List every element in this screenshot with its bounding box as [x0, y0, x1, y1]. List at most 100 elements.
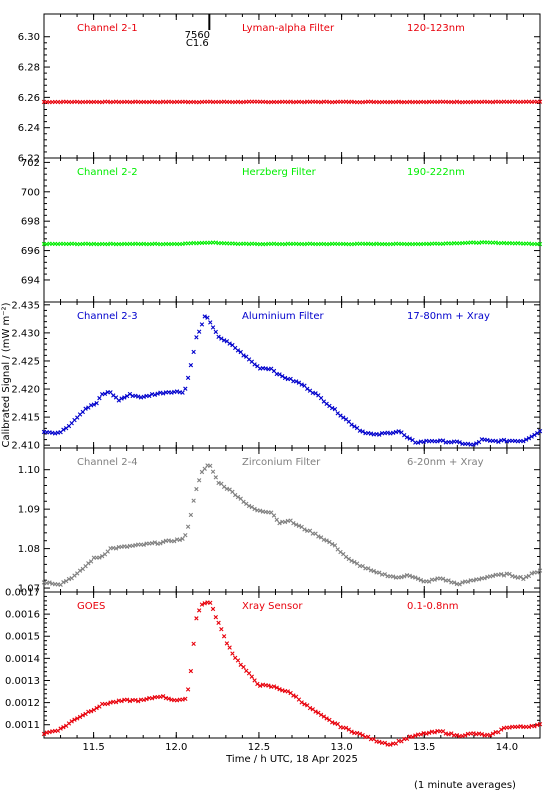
data-point [535, 430, 540, 436]
x-tick-label: 11.5 [82, 742, 104, 753]
data-point [482, 575, 487, 581]
footnote: (1 minute averages) [414, 780, 516, 791]
data-point [360, 429, 365, 434]
y-tick-label: 6.26 [18, 93, 40, 104]
y-tick-label: 698 [21, 217, 40, 228]
data-point [451, 580, 457, 585]
data-point [346, 556, 351, 562]
data-point [490, 731, 496, 736]
data-point [282, 375, 288, 381]
data-point [305, 386, 310, 392]
data-point [537, 99, 543, 104]
y-tick-label: 1.10 [18, 465, 40, 476]
y-tick-label: 6.24 [18, 123, 40, 134]
data-point [180, 390, 185, 395]
data-point [196, 478, 202, 483]
data-point [194, 486, 199, 492]
data-point [293, 379, 299, 384]
data-point [249, 504, 255, 510]
data-point [457, 440, 462, 445]
data-point [382, 740, 388, 746]
data-point [116, 398, 122, 403]
data-point [202, 601, 207, 606]
data-point [221, 338, 227, 343]
data-point [241, 499, 246, 505]
y-tick-label: 696 [21, 246, 40, 257]
data-point [188, 668, 194, 674]
data-point [446, 732, 451, 737]
data-point [341, 415, 346, 420]
data-point [147, 393, 152, 399]
data-point [518, 574, 523, 580]
data-point [235, 658, 241, 663]
flare-id-label: 7560 [185, 30, 210, 41]
data-point [122, 395, 127, 400]
data-point [313, 709, 318, 714]
data-point [521, 438, 526, 444]
data-point [213, 614, 218, 620]
data-point [529, 571, 534, 576]
data-point [202, 466, 207, 471]
channel-label: Channel 2-1 [77, 23, 138, 34]
data-point [271, 684, 277, 689]
data-point [210, 469, 216, 474]
data-point [343, 725, 349, 731]
y-tick-label: 0.0011 [5, 720, 40, 731]
data-point [191, 349, 196, 355]
data-point [255, 681, 260, 687]
data-point [210, 325, 216, 330]
data-point [479, 732, 484, 737]
data-point [282, 519, 288, 525]
data-point [69, 719, 74, 724]
data-point [252, 362, 257, 367]
data-point [424, 731, 429, 736]
data-point [230, 489, 235, 495]
y-tick-label: 2.415 [11, 413, 40, 424]
data-point [449, 731, 454, 736]
data-point [490, 573, 496, 579]
x-tick-label: 13.0 [330, 742, 352, 753]
data-point [366, 566, 371, 571]
data-point [210, 606, 216, 612]
data-point [349, 558, 354, 563]
data-point [224, 641, 230, 646]
x-axis-label: Time / h UTC, 18 Apr 2025 [225, 754, 358, 765]
x-tick-label: 13.5 [413, 742, 435, 753]
data-point [124, 544, 130, 550]
data-point [166, 696, 171, 701]
data-point [58, 726, 63, 731]
y-tick-label: 2.410 [11, 441, 40, 452]
data-point [77, 714, 83, 720]
data-point [410, 734, 415, 740]
band-label: 0.1-0.8nm [407, 601, 459, 612]
data-point [499, 571, 504, 577]
data-point [216, 620, 221, 626]
data-point [183, 696, 188, 701]
data-point [471, 578, 476, 583]
data-point [185, 524, 191, 529]
filter-label: Xray Sensor [242, 601, 303, 612]
data-point [196, 329, 202, 334]
data-point [199, 602, 205, 607]
data-point [47, 580, 52, 585]
data-point [144, 696, 149, 702]
data-point [185, 687, 191, 692]
data-point [501, 437, 507, 443]
data-point [183, 386, 188, 391]
data-point [329, 405, 335, 411]
data-point [80, 409, 85, 415]
data-point [127, 391, 133, 397]
data-point [61, 580, 66, 585]
data-point [418, 577, 424, 583]
data-point [111, 393, 116, 398]
y-tick-label: 2.430 [11, 328, 40, 339]
data-point [377, 432, 382, 437]
data-point [219, 626, 224, 632]
data-point [274, 517, 279, 522]
panel-frame [43, 591, 541, 739]
data-point [388, 742, 393, 747]
data-point [302, 702, 307, 707]
data-point [440, 438, 446, 443]
data-point [221, 634, 227, 639]
data-point [208, 463, 213, 469]
